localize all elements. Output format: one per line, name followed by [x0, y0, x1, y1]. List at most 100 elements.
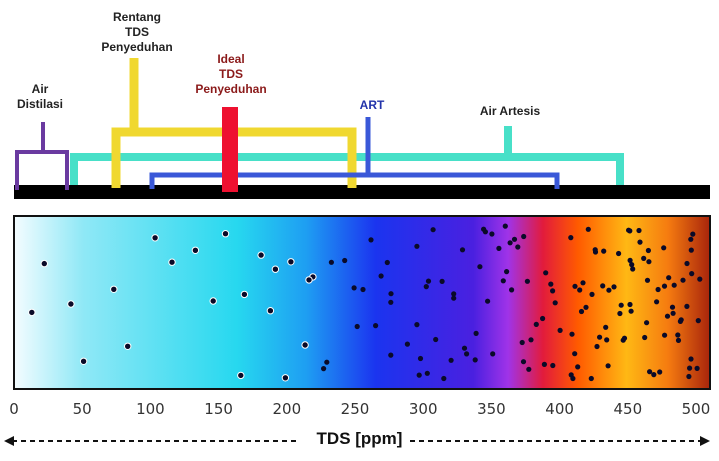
axis-arrow [4, 436, 710, 446]
particle-dot [519, 339, 525, 346]
particle-dot [271, 265, 280, 273]
particle-dot [378, 273, 384, 279]
particle-dot [666, 275, 672, 281]
particle-dot [671, 282, 677, 288]
tick-label: 50 [72, 400, 92, 418]
particle-dot [266, 307, 275, 315]
particle-dot [694, 365, 700, 371]
particle-dot [301, 341, 309, 349]
tds-gradient-panel [13, 215, 711, 390]
particle-dot [237, 371, 245, 380]
particle-dot [617, 310, 623, 317]
particle-dot [388, 291, 394, 297]
particle-dot [504, 269, 510, 275]
particle-dot [151, 234, 159, 242]
particle-dot [541, 361, 548, 367]
particle-dot [627, 257, 633, 263]
particle-dot [124, 342, 132, 350]
particle-dot [281, 374, 290, 382]
particle-dot [627, 228, 633, 234]
particle-dot [500, 278, 506, 284]
particle-dot [618, 302, 624, 308]
particle-dot [451, 295, 457, 301]
particle-dot [528, 337, 534, 343]
label-air-artesis: Air Artesis [479, 104, 541, 118]
particle-dot [628, 308, 634, 314]
particle-dot [690, 231, 696, 237]
particle-dot [191, 246, 200, 255]
particle-dot [641, 255, 647, 261]
particle-dot [604, 337, 610, 343]
particle-dot [661, 245, 667, 251]
particle-dot [439, 278, 445, 284]
particle-dot [583, 304, 589, 310]
particle-dot [687, 365, 693, 371]
particle-dot [451, 291, 457, 297]
particle-dot [585, 226, 591, 232]
particle-dot [448, 357, 454, 363]
particle-dot [552, 300, 558, 306]
tick-label: 200 [272, 400, 302, 418]
baseline-bar [14, 185, 710, 199]
bracket-air-artesis [70, 126, 624, 185]
tick-label: 450 [613, 400, 643, 418]
particle-dot [695, 318, 701, 324]
particle-dot [441, 375, 447, 382]
particle-dot [388, 299, 394, 305]
particle-dot [404, 341, 410, 347]
particle-dot [572, 351, 578, 357]
particle-dot [472, 357, 478, 363]
particle-dot [354, 323, 360, 330]
particle-dot [496, 245, 502, 251]
particle-dot [697, 276, 703, 282]
particle-dot [328, 259, 334, 265]
particle-dot [646, 259, 652, 265]
particle-dot [110, 285, 118, 293]
particle-dot [424, 370, 430, 376]
particle-dot [645, 247, 652, 254]
particle-dot [569, 331, 575, 337]
particle-dot [509, 287, 515, 293]
particle-dot [464, 351, 470, 357]
particle-dot [647, 369, 653, 375]
particle-dot [473, 330, 479, 336]
particle-dot [550, 362, 556, 369]
particle-dot [481, 226, 487, 232]
particle-dot [684, 260, 690, 267]
label-rentang-tds: Rentang TDS Penyeduhan [101, 10, 173, 54]
particle-dot [662, 332, 668, 338]
particle-dot [686, 373, 692, 380]
particle-dot [636, 227, 642, 234]
particle-dot [40, 259, 48, 268]
particle-dot [28, 308, 36, 317]
tick-label: 100 [136, 400, 165, 418]
particle-dot [680, 277, 686, 283]
particle-dot [477, 264, 483, 270]
particle-dot [430, 227, 436, 233]
tick-label: 150 [204, 400, 233, 418]
particle-dot [425, 278, 432, 284]
particle-dot [384, 259, 390, 266]
particle-dot [524, 278, 531, 284]
particle-dot [577, 287, 583, 293]
particle-dot [616, 250, 622, 257]
particle-dot [642, 334, 648, 341]
particle-dot [580, 280, 586, 286]
tick-label: 250 [340, 400, 370, 418]
particle-dot [688, 356, 694, 362]
particle-dot [416, 372, 422, 378]
particle-dot [592, 249, 599, 255]
particle-dot [360, 286, 366, 293]
axis-title: TDS [ppm] [316, 429, 403, 448]
particle-dot [689, 271, 695, 277]
particle-dot [684, 303, 690, 309]
particle-dot [417, 355, 424, 362]
tick-label: 0 [9, 400, 19, 418]
particle-dot [490, 351, 496, 357]
tick-label: 300 [408, 400, 438, 418]
bar-ideal-tds [222, 107, 238, 192]
particle-dot [589, 291, 595, 297]
particle-dot [603, 324, 609, 330]
particle-dot [305, 276, 313, 284]
